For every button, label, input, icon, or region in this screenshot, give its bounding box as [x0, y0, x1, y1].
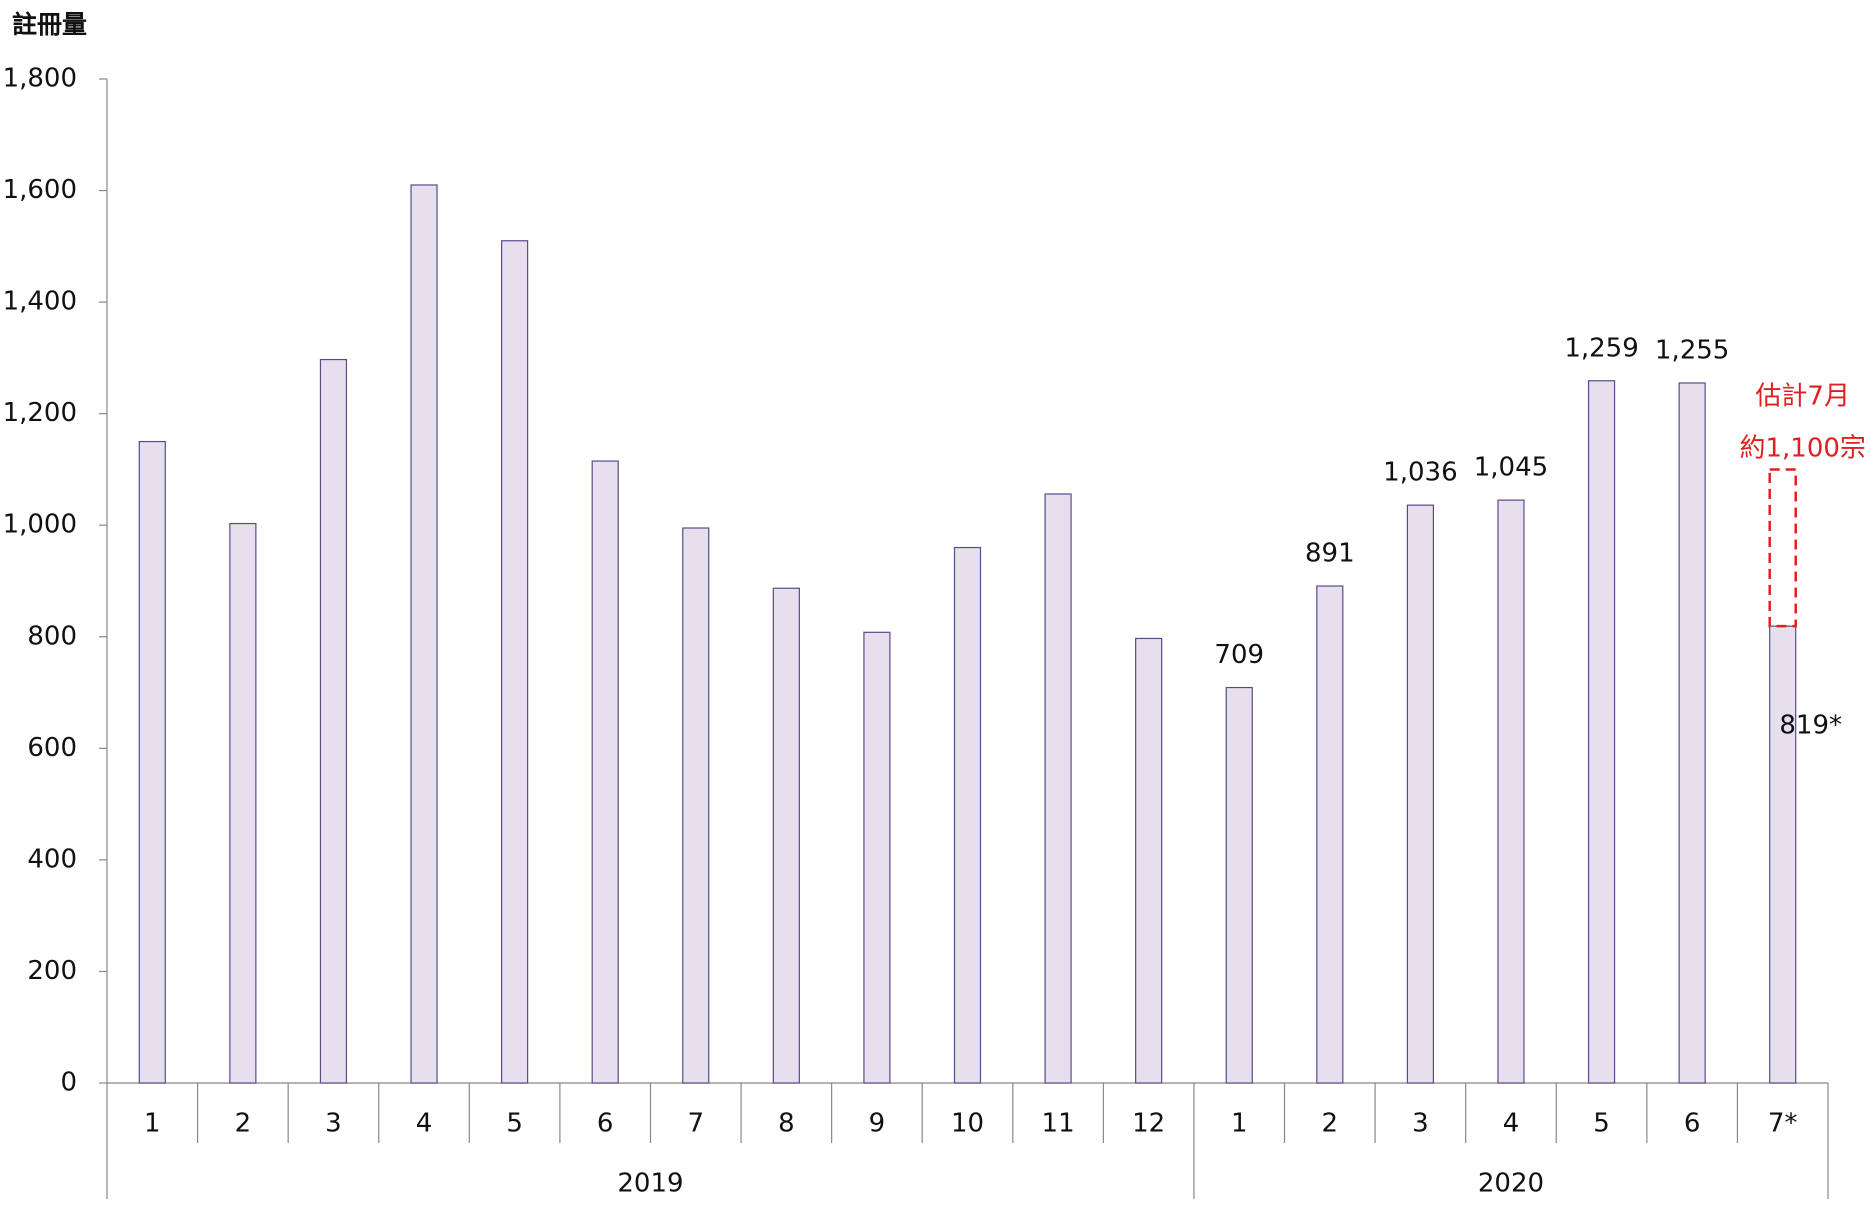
- bar: [319, 358, 348, 1084]
- y-tick-label: 1,400: [3, 287, 77, 317]
- x-tick-label: 5: [506, 1109, 523, 1139]
- bar: [1316, 585, 1344, 1084]
- y-tick-label: 200: [27, 956, 77, 986]
- x-tick-label: 7*: [1768, 1109, 1798, 1139]
- x-tick-label: 5: [1593, 1109, 1610, 1139]
- bar: [1044, 493, 1072, 1084]
- x-tick-label: 1: [144, 1109, 161, 1139]
- x-tick-label: 4: [1503, 1109, 1520, 1139]
- bar: [410, 184, 438, 1084]
- x-tick-label: 6: [597, 1109, 614, 1139]
- estimate-box: [1768, 468, 1797, 628]
- y-tick-label: 1,800: [3, 64, 77, 94]
- group-label: 2019: [617, 1169, 683, 1199]
- bar: [229, 522, 257, 1084]
- bar: [863, 631, 891, 1084]
- bar: [1406, 504, 1434, 1084]
- bar: [1769, 625, 1797, 1084]
- bar: [1497, 499, 1525, 1084]
- value-label: 819*: [1779, 711, 1842, 741]
- x-tick-label: 2: [235, 1109, 252, 1139]
- group-label: 2020: [1478, 1169, 1544, 1199]
- x-tick-label: 1: [1231, 1109, 1248, 1139]
- y-tick-label: 1,000: [3, 510, 77, 540]
- x-tick-label: 3: [325, 1109, 342, 1139]
- x-tick-label: 9: [869, 1109, 886, 1139]
- value-label: 1,036: [1383, 458, 1457, 488]
- value-label: 1,259: [1564, 333, 1638, 363]
- x-tick-label: 8: [778, 1109, 795, 1139]
- bar: [591, 460, 619, 1084]
- x-tick-label: 12: [1132, 1109, 1165, 1139]
- y-tick-label: 600: [27, 733, 77, 763]
- x-tick-label: 2: [1322, 1109, 1339, 1139]
- x-tick-label: 3: [1412, 1109, 1429, 1139]
- value-label: 1,255: [1655, 335, 1729, 365]
- value-label: 1,045: [1474, 453, 1548, 483]
- x-tick-label: 7: [687, 1109, 704, 1139]
- estimate-label: 估計7月: [1755, 382, 1850, 412]
- bar: [138, 440, 166, 1084]
- y-axis-label: 註冊量: [12, 10, 87, 39]
- bar: [1135, 637, 1163, 1084]
- bar: [1678, 382, 1706, 1084]
- bar: [772, 587, 800, 1084]
- value-label: 891: [1305, 539, 1355, 569]
- x-tick-label: 11: [1042, 1109, 1075, 1139]
- y-tick-label: 0: [60, 1068, 77, 1098]
- y-tick-label: 1,200: [3, 398, 77, 428]
- x-tick-label: 4: [416, 1109, 433, 1139]
- y-tick-label: 1,600: [3, 175, 77, 205]
- bar: [682, 527, 710, 1084]
- y-tick-label: 800: [27, 621, 77, 651]
- bar: [953, 546, 982, 1084]
- bar: [1225, 686, 1253, 1084]
- y-tick-label: 400: [27, 844, 77, 874]
- bar: [501, 240, 529, 1084]
- value-label: 709: [1214, 640, 1264, 670]
- x-tick-label: 6: [1684, 1109, 1701, 1139]
- bar: [1587, 380, 1616, 1084]
- estimate-label: 約1,100宗: [1739, 434, 1865, 464]
- x-tick-label: 10: [951, 1109, 984, 1139]
